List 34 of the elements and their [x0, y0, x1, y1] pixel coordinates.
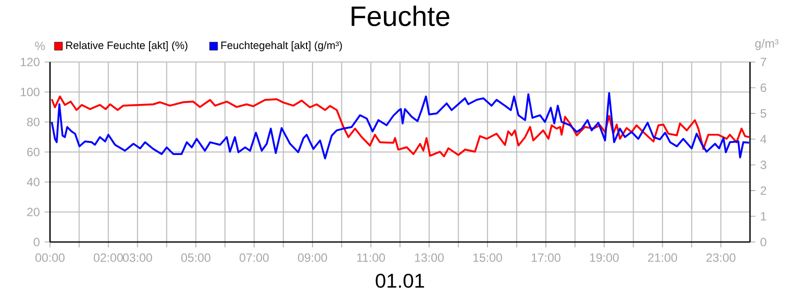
x-tick-label: 03:00 — [122, 253, 152, 262]
y2-tick-label: 2 — [760, 186, 766, 195]
y-tick-label: 100 — [20, 88, 40, 96]
x-tick-label: 19:00 — [590, 253, 619, 262]
y2-tick-label: 5 — [760, 109, 766, 118]
y-axis-title: % — [35, 42, 45, 50]
y2-tick-label: 1 — [760, 212, 766, 220]
y-tick-label: 20 — [27, 208, 40, 216]
y-tick-label: 80 — [27, 118, 40, 126]
x-tick-label: 09:00 — [298, 253, 328, 262]
x-tick-label: 02:00 — [94, 253, 123, 262]
x-tick-label: 15:00 — [473, 253, 502, 262]
y2-tick-label: 7 — [760, 58, 766, 66]
y2-tick-label: 3 — [760, 160, 766, 170]
y2-tick-label: 6 — [760, 83, 766, 92]
y-tick-label: 40 — [26, 178, 40, 186]
x-tick-label: 11:00 — [357, 253, 385, 262]
y-tick-label: 0 — [34, 238, 40, 246]
legend-label: Feuchtegehalt [akt] (g/m³) — [221, 41, 342, 52]
x-axis-title: 01.01 — [376, 274, 424, 288]
x-tick-label: 13:00 — [415, 253, 444, 262]
x-tick-label: 21:00 — [648, 253, 678, 262]
x-tick-label: 07:00 — [240, 253, 269, 262]
y-tick-label: 60 — [27, 148, 40, 156]
y2-tick-label: 4 — [760, 135, 766, 144]
y-tick-label: 120 — [20, 58, 40, 66]
x-tick-label: 23:00 — [706, 253, 736, 262]
y2-axis-title: g/m³ — [755, 38, 778, 50]
y2-tick-label: 0 — [760, 238, 766, 246]
x-tick-label: 05:00 — [181, 253, 210, 262]
chart-title: Feuchte — [352, 6, 450, 26]
legend-label: Relative Feuchte [akt] (%) — [66, 41, 188, 52]
x-tick-label: 00:00 — [35, 253, 65, 262]
x-tick-label: 17:00 — [532, 253, 560, 262]
